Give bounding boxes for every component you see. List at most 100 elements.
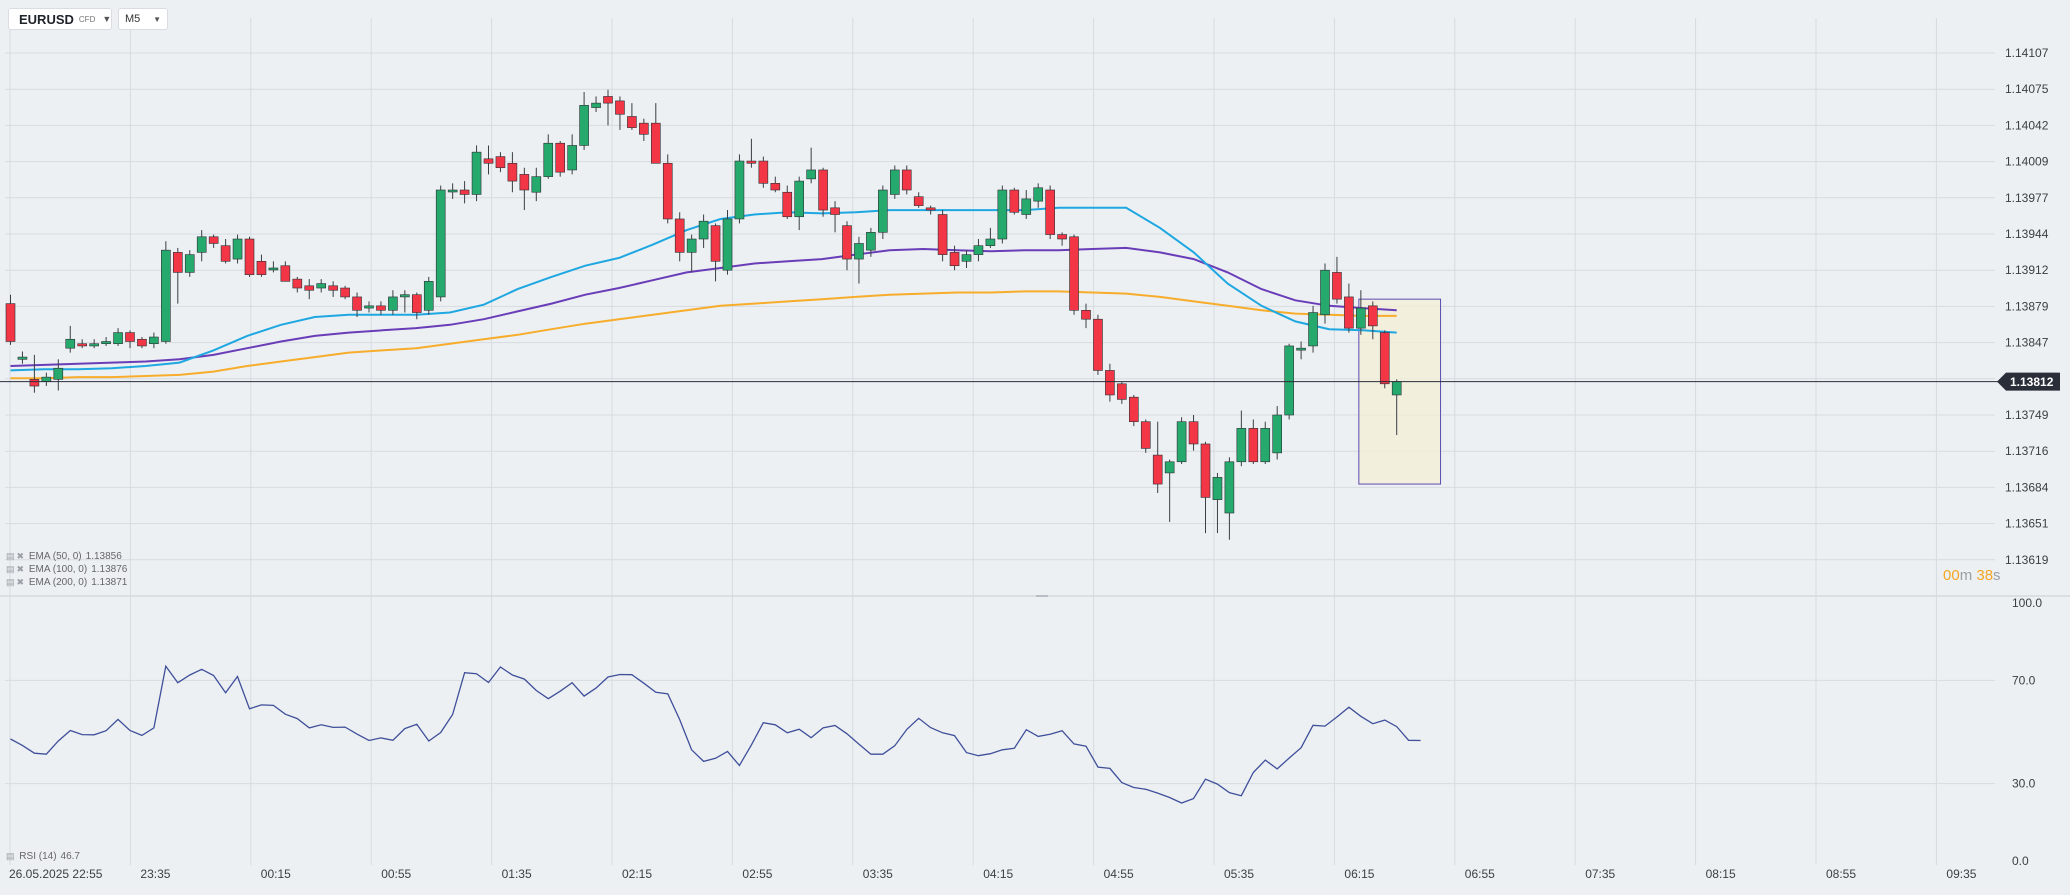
candle-body[interactable]	[1188, 421, 1199, 445]
candle-body[interactable]	[1033, 187, 1043, 202]
candle-body[interactable]	[1332, 272, 1342, 300]
candle-body[interactable]	[543, 142, 554, 177]
candle-body[interactable]	[17, 356, 28, 360]
candle-body[interactable]	[698, 220, 709, 240]
candle-body[interactable]	[997, 189, 1008, 240]
candle-body[interactable]	[29, 379, 40, 387]
candle-body[interactable]	[268, 267, 279, 271]
candle-body[interactable]	[435, 189, 446, 298]
candle-body[interactable]	[1129, 396, 1139, 422]
candle-body[interactable]	[662, 162, 673, 220]
candle-body[interactable]	[53, 367, 64, 380]
candle-body[interactable]	[686, 238, 697, 253]
candle-body[interactable]	[411, 294, 422, 313]
candle-body[interactable]	[1045, 189, 1055, 235]
candle-body[interactable]	[639, 122, 649, 135]
candle-body[interactable]	[364, 305, 374, 309]
candle-body[interactable]	[1021, 198, 1032, 215]
candle-body[interactable]	[507, 162, 518, 182]
candle-body[interactable]	[985, 238, 996, 246]
close-icon[interactable]: ✖	[16, 577, 25, 587]
candle-body[interactable]	[149, 336, 159, 345]
candle-body[interactable]	[232, 238, 243, 260]
candle-body[interactable]	[1057, 234, 1067, 240]
close-icon[interactable]: ✖	[16, 551, 25, 561]
candle-body[interactable]	[782, 191, 793, 218]
symbol-selector[interactable]: EURUSD CFD ▼	[8, 8, 112, 30]
candle-body[interactable]	[208, 236, 219, 244]
candle-body[interactable]	[340, 287, 350, 298]
candle-body[interactable]	[388, 296, 398, 311]
candle-body[interactable]	[328, 285, 338, 291]
candle-body[interactable]	[1117, 383, 1127, 400]
candle-body[interactable]	[400, 294, 410, 298]
candle-body[interactable]	[101, 341, 111, 345]
candle-body[interactable]	[280, 265, 291, 282]
candle-body[interactable]	[866, 232, 876, 251]
candle-body[interactable]	[1236, 428, 1247, 463]
candle-body[interactable]	[722, 218, 733, 271]
candle-body[interactable]	[184, 254, 195, 273]
candle-body[interactable]	[1009, 189, 1020, 213]
candle-body[interactable]	[1164, 461, 1175, 474]
candle-body[interactable]	[459, 189, 470, 195]
candle-body[interactable]	[579, 105, 589, 146]
candle-body[interactable]	[961, 254, 972, 262]
candle-body[interactable]	[734, 160, 745, 220]
candle-body[interactable]	[627, 116, 637, 128]
pane-resize-handle[interactable]	[1036, 595, 1048, 597]
candle-body[interactable]	[1212, 477, 1223, 500]
candle-body[interactable]	[567, 145, 577, 171]
candle-body[interactable]	[794, 180, 805, 218]
candle-body[interactable]	[125, 332, 135, 342]
candle-body[interactable]	[113, 332, 123, 345]
candle-body[interactable]	[531, 176, 542, 193]
candle-body[interactable]	[674, 218, 685, 253]
candle-body[interactable]	[196, 236, 207, 253]
candle-body[interactable]	[1308, 312, 1318, 347]
close-icon[interactable]: ✖	[16, 564, 25, 574]
candle-body[interactable]	[973, 245, 984, 255]
candle-body[interactable]	[889, 169, 900, 195]
timeframe-selector[interactable]: M5 ▼	[118, 8, 168, 30]
candle-body[interactable]	[1260, 428, 1271, 463]
candle-body[interactable]	[818, 169, 828, 211]
candle-body[interactable]	[1105, 370, 1115, 396]
candle-body[interactable]	[1320, 269, 1330, 316]
candle-body[interactable]	[1069, 236, 1079, 311]
candle-body[interactable]	[591, 102, 601, 108]
legend-ema100[interactable]: ▤ ✖ EMA (100, 0) 1.13876	[6, 564, 127, 575]
candle-body[interactable]	[949, 252, 960, 267]
candle-body[interactable]	[256, 260, 267, 275]
candle-body[interactable]	[316, 283, 327, 289]
candle-body[interactable]	[1272, 414, 1282, 454]
candle-body[interactable]	[878, 189, 888, 233]
candle-body[interactable]	[1081, 309, 1091, 320]
candle-body[interactable]	[1224, 461, 1235, 514]
candle-body[interactable]	[65, 338, 76, 349]
candle-body[interactable]	[244, 238, 255, 275]
candle-body[interactable]	[1152, 454, 1163, 485]
candle-body[interactable]	[304, 285, 315, 291]
candle-body[interactable]	[483, 158, 494, 164]
candle-body[interactable]	[1176, 421, 1187, 463]
candle-body[interactable]	[710, 225, 721, 262]
candle-body[interactable]	[555, 142, 566, 173]
candle-body[interactable]	[746, 160, 757, 164]
candle-body[interactable]	[137, 338, 147, 347]
candle-body[interactable]	[1284, 345, 1294, 416]
candle-body[interactable]	[292, 278, 303, 289]
candle-body[interactable]	[423, 281, 434, 311]
candle-body[interactable]	[770, 183, 781, 191]
candle-body[interactable]	[830, 207, 840, 215]
candle-body[interactable]	[925, 207, 936, 211]
settings-icon[interactable]: ▤	[6, 564, 15, 574]
settings-icon[interactable]: ▤	[6, 551, 15, 561]
candle-body[interactable]	[1248, 428, 1259, 463]
legend-ema50[interactable]: ▤ ✖ EMA (50, 0) 1.13856	[6, 551, 122, 562]
candle-body[interactable]	[1093, 318, 1103, 371]
candle-body[interactable]	[352, 296, 362, 311]
candle-body[interactable]	[471, 151, 482, 195]
candle-body[interactable]	[1379, 332, 1390, 385]
